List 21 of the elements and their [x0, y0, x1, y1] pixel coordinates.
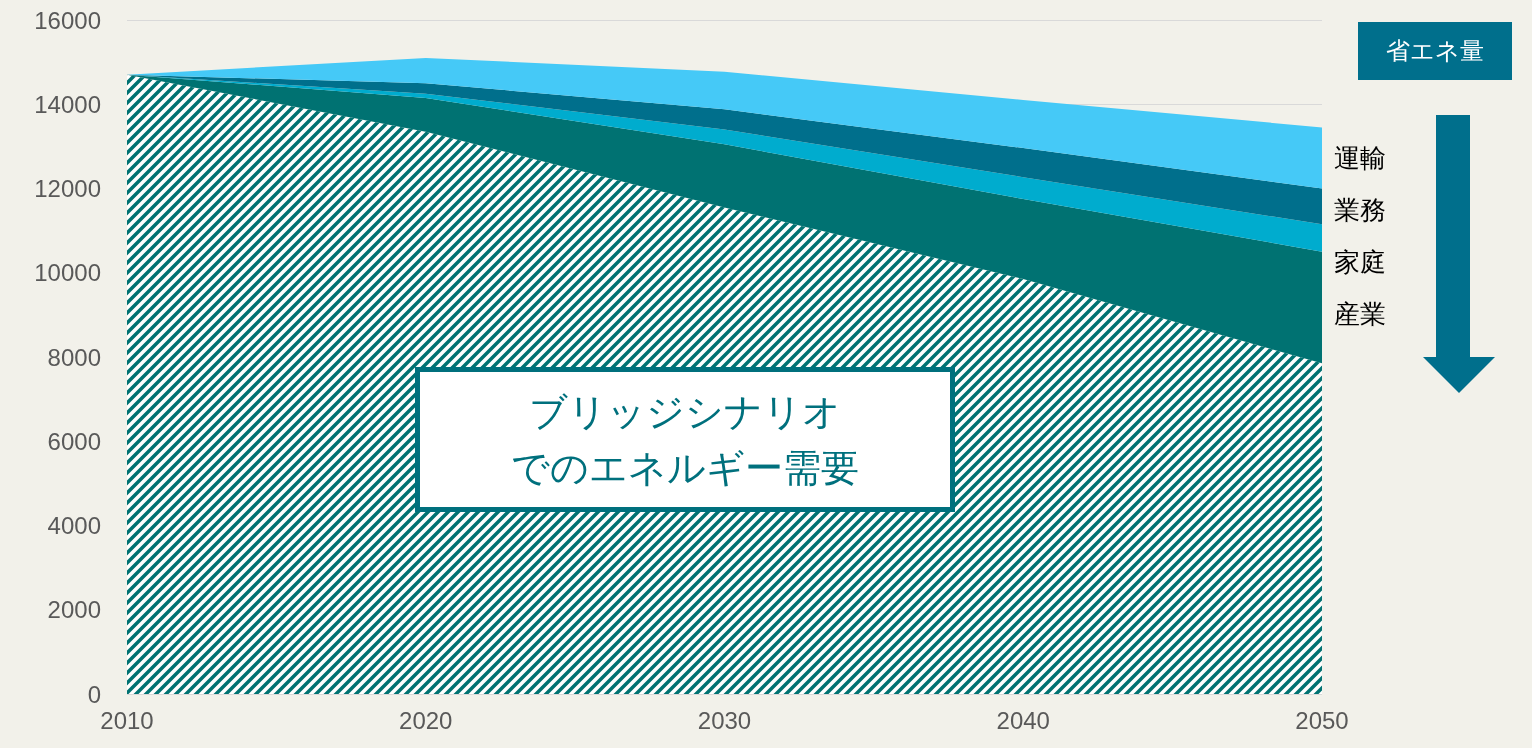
x-tick-label: 2030 — [697, 706, 752, 734]
legend-title: 省エネ量 — [1358, 22, 1512, 80]
series-label: 家庭 — [1334, 246, 1386, 277]
text-box: ブリッジシナリオでのエネルギー需要 — [415, 367, 955, 512]
x-tick-label: 2040 — [996, 706, 1050, 734]
y-tick-label: 2000 — [47, 596, 101, 624]
y-tick-label: 4000 — [47, 512, 101, 539]
x-tick-label: 2050 — [1295, 706, 1349, 734]
x-tick-label: 2010 — [100, 706, 154, 734]
y-tick-label: 12000 — [34, 175, 101, 202]
series-label: 運輸 — [1334, 142, 1386, 173]
y-tick-label: 0 — [87, 680, 101, 708]
y-tick-label: 14000 — [34, 90, 101, 118]
y-tick-label: 6000 — [47, 427, 101, 455]
y-tick-label: 8000 — [47, 343, 101, 371]
series-label: 産業 — [1334, 298, 1386, 329]
y-tick-label: 10000 — [34, 259, 101, 287]
series-label: 業務 — [1334, 194, 1386, 225]
x-tick-label: 2020 — [399, 706, 453, 734]
series-label: ブリッジシナリオでのエネルギー需要 — [511, 388, 859, 492]
y-tick-label: 16000 — [34, 6, 101, 34]
